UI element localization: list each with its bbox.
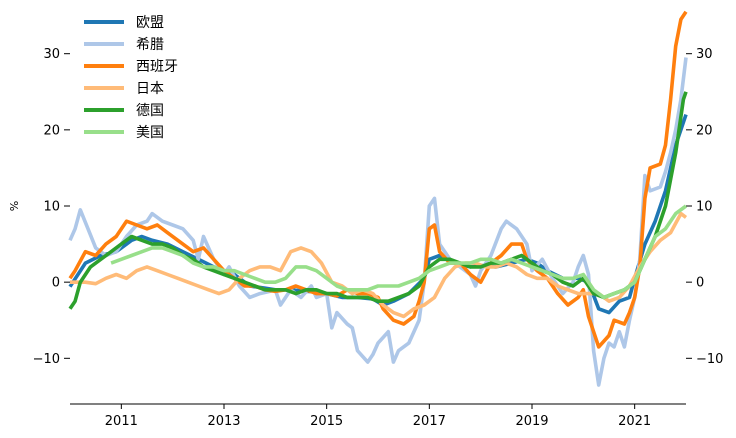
y-tick-label-right: −10 [696,352,723,367]
y-tick-label-right: 30 [696,47,713,62]
x-tick-label: 2013 [207,414,240,429]
y-tick-label-left: 30 [43,47,60,62]
y-tick-label-left: 0 [52,276,60,291]
x-tick-label: 2017 [413,414,446,429]
series-line [68,114,688,315]
series-group [68,10,688,387]
legend-label: 希腊 [136,37,164,53]
series-line [68,91,688,310]
legend-label: 欧盟 [136,15,164,31]
x-tick-label: 2011 [105,414,138,429]
y-tick-label-right: 20 [696,123,713,138]
legend-label: 德国 [136,103,164,119]
x-tick-label: 2021 [618,414,651,429]
x-tick-label: 2015 [310,414,343,429]
legend-label: 日本 [136,81,164,97]
axes: 2011 2013 2015 2017 2019 2021 −10 −10 0 0 10 10 20 20… [33,47,724,429]
series-line [110,204,688,300]
y-tick-label-right: 10 [696,200,713,215]
series-line [68,10,688,349]
series-line [68,57,688,387]
y-axis-label: % [8,201,21,211]
y-tick-label-left: 10 [43,200,60,215]
y-tick-label-left: 20 [43,123,60,138]
x-tick-label: 2019 [515,414,548,429]
legend-label: 美国 [136,125,164,141]
y-tick-label-right: 0 [696,276,704,291]
legend-label: 西班牙 [136,59,178,75]
y-tick-label-left: −10 [33,352,60,367]
series-line [70,211,688,319]
